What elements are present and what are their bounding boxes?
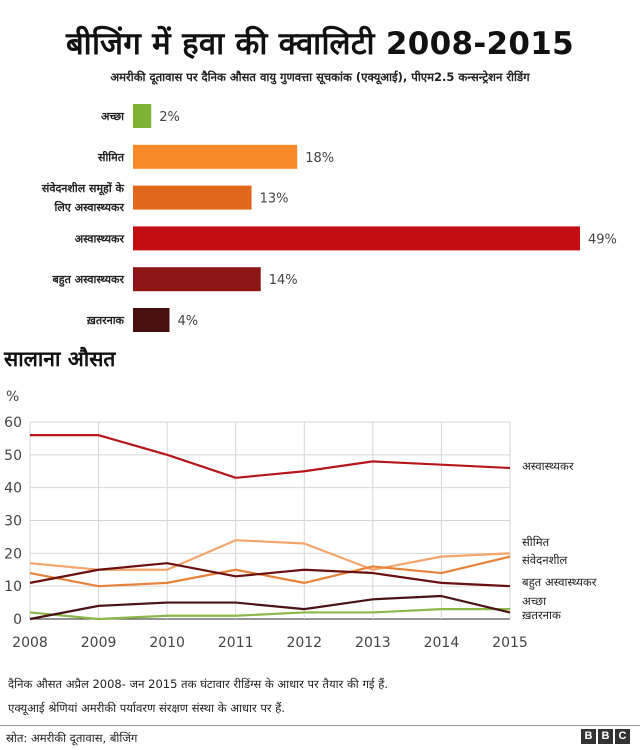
x-tick-label: 2014 [424,635,460,651]
footnote-aqi: एक्यूआई श्रेणियां अमरीकी पर्यावरण संरक्ष… [8,701,286,715]
bar-category-label: संवेदनशील समूहों के [41,181,125,196]
series-line-2 [29,555,511,588]
bar-category-label: अच्छा [101,110,125,123]
y-tick-label: 10 [4,579,22,595]
x-tick-label: 2009 [81,635,117,651]
bar-category-label: ख़तरनाक [86,314,125,327]
y-tick-label: 0 [13,612,22,628]
y-tick-label: 50 [4,448,22,464]
section-title-annual-average: सालाना औसत [4,347,116,371]
series-label: अस्वास्थ्यकर [522,459,574,473]
bbc-logo-letter: B [598,729,613,744]
series-label: सीमित [522,535,550,549]
bar-4 [133,267,261,292]
bar-value-label: 4% [177,314,198,329]
y-tick-label: 60 [4,415,22,431]
x-tick-label: 2011 [218,635,254,651]
x-tick-label: 2012 [286,635,322,651]
series-label: ख़तरनाक [522,608,561,622]
bbc-logo-letter: B [581,729,596,744]
series-line-0 [30,434,511,479]
bar-0 [133,104,152,128]
bbc-logo-letter: C [615,729,630,744]
series-label: संवेदनशील [522,553,567,567]
series-line-1 [29,539,511,571]
bar-category-label: बहुत अस्वास्थ्यकर [51,273,124,287]
bar-value-label: 18% [305,151,334,166]
bar-2 [133,185,252,210]
bar-category-label: लिए अस्वास्थ्यकर [54,200,125,214]
bbc-logo: B B C [581,729,630,744]
x-tick-label: 2013 [355,635,391,651]
y-tick-label: 20 [4,546,22,562]
bar-value-label: 13% [260,192,289,207]
series-label: बहुत अस्वास्थ्यकर [522,575,597,590]
chart-title: बीजिंग में हवा की क्वालिटी 2008-2015 [65,26,575,62]
bar-value-label: 2% [159,110,180,125]
bar-5 [133,308,170,332]
source-text: स्रोत: अमरीकी दूतावास, बीजिंग [6,731,138,745]
bar-1 [133,144,298,169]
x-tick-label: 2008 [12,635,48,651]
bar-value-label: 49% [588,232,617,247]
series-line-5 [29,594,511,621]
bar-category-label: अस्वास्थ्यकर [75,232,125,245]
bar-value-label: 14% [269,273,298,288]
y-tick-label: 40 [4,481,22,497]
series-line-3 [29,562,511,588]
y-axis-label: % [6,389,19,405]
series-label: अच्छा [522,594,547,608]
bar-3 [133,226,580,251]
bar-chart: अच्छा 2% सीमित 18% संवेदनशील समूहों के लिए अस… [41,104,617,332]
series-line-4 [29,608,510,621]
x-tick-label: 2015 [492,635,528,651]
chart-subtitle: अमरीकी दूतावास पर दैनिक औसत वायु गुणवत्त… [110,70,530,84]
footer-divider [0,725,640,726]
x-tick-label: 2010 [149,635,185,651]
footnote-method: दैनिक औसत अप्रैल 2008- जन 2015 तक घंटावा… [8,677,388,691]
bar-category-label: सीमित [97,150,125,164]
y-tick-label: 30 [4,514,22,530]
